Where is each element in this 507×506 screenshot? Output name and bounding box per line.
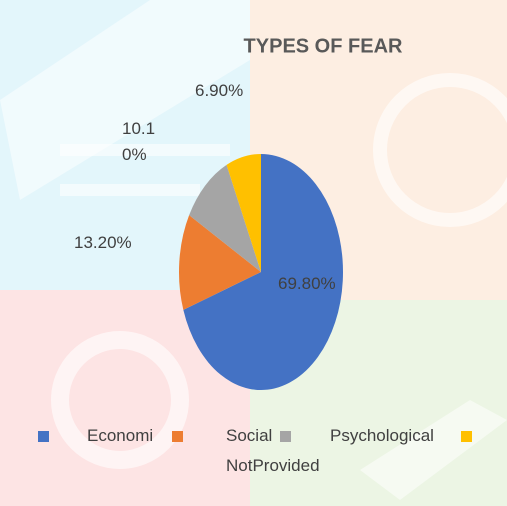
legend-label: Social [226, 426, 273, 445]
data-label: 69.80% [278, 274, 336, 293]
legend-label: Psychological [330, 426, 434, 445]
legend-marker [461, 431, 472, 442]
legend-label: Economi [87, 426, 154, 445]
data-label: 10.10% [122, 119, 156, 164]
data-label: 13.20% [74, 233, 132, 252]
legend-marker [280, 431, 291, 442]
legend-marker [172, 431, 183, 442]
pie-slice [189, 164, 261, 272]
legend-marker [38, 431, 49, 442]
pie-slice [226, 154, 261, 272]
pie-slice [179, 215, 261, 310]
pie-slice [183, 154, 343, 390]
legend-label: NotProvided [226, 456, 320, 475]
data-label: 6.90% [195, 81, 244, 100]
chart-title: TYPES OF FEAR [244, 35, 403, 57]
